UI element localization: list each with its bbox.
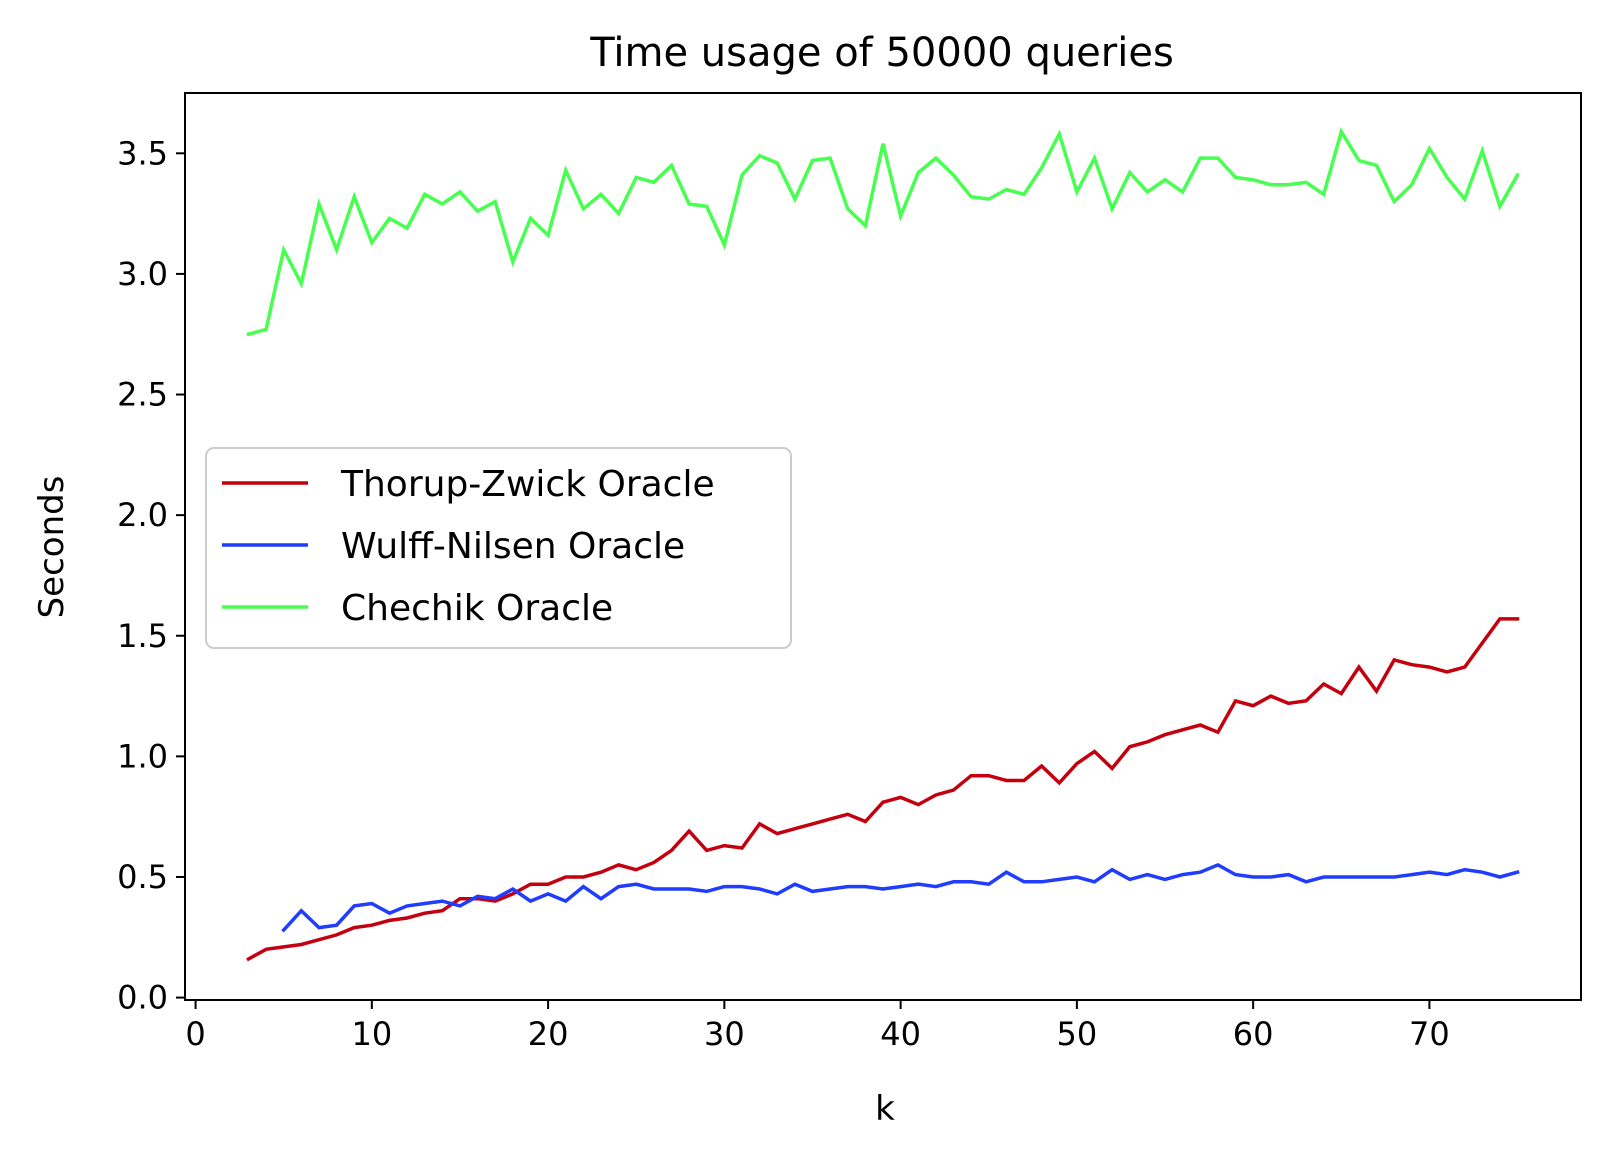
legend-box [205,447,792,649]
legend: Thorup-Zwick Oracle Wulff-Nilsen Oracle Ch… [205,447,792,649]
x-axis-ticks: 0 10 20 30 40 50 60 70 [185,1000,1450,1053]
y-tick-label: 0.5 [117,858,168,896]
y-tick-label: 3.0 [117,255,168,293]
y-tick-label: 0.0 [117,979,168,1017]
x-axis-label: k [875,1089,895,1129]
x-tick-label: 40 [880,1015,921,1053]
x-tick-label: 60 [1233,1015,1274,1053]
y-tick-label: 3.5 [117,134,168,172]
x-tick-label: 10 [351,1015,392,1053]
y-axis-label: Seconds [32,476,72,619]
series-line-thorup-zwick-oracle [246,617,1520,962]
y-tick-label: 2.0 [117,496,168,534]
legend-label-chechik-oracle: Chechik Oracle [341,588,613,629]
plot-area-frame [184,92,1582,1001]
y-tick-label: 1.0 [117,737,168,775]
legend-label-wulff-nilsen-oracle: Wulff-Nilsen Oracle [341,526,685,567]
x-tick-label: 20 [528,1015,569,1053]
y-tick-label: 2.5 [117,376,168,414]
series-line-chechik-oracle [246,127,1520,337]
x-tick-label: 70 [1409,1015,1450,1053]
x-tick-label: 30 [704,1015,745,1053]
legend-label-thorup-zwick-oracle: Thorup-Zwick Oracle [340,464,715,505]
chart-title: Time usage of 50000 queries [589,30,1174,76]
series-lines [246,127,1520,962]
x-tick-label: 0 [185,1015,205,1053]
y-tick-label: 1.5 [117,617,168,655]
x-tick-label: 50 [1057,1015,1098,1053]
series-line-wulff-nilsen-oracle [281,862,1520,933]
y-axis-ticks: 0.0 0.5 1.0 1.5 2.0 2.5 3.0 3.5 [117,134,185,1017]
